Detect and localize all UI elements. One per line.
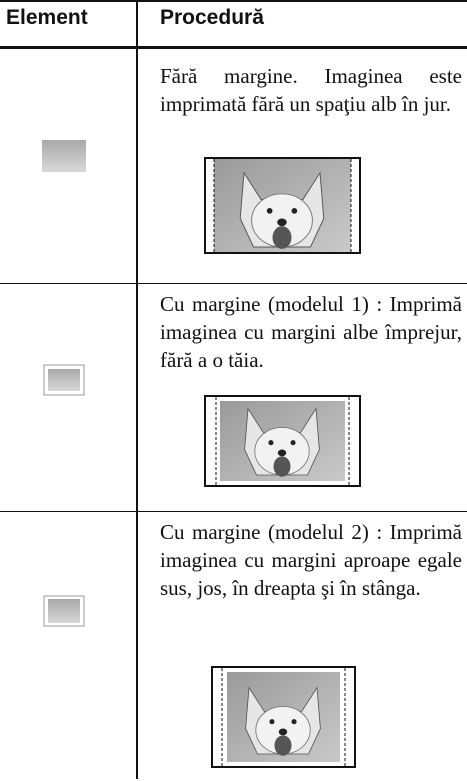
row-rule [0,283,467,284]
column-header: Element [6,6,88,29]
example-image [211,666,356,768]
top-rule [0,0,467,2]
example-image [204,157,361,254]
header-rule [0,46,467,49]
procedure-text: Cu margine (modelul 1) : Imprimă imagine… [160,292,462,372]
column-header: Procedură [160,6,264,29]
column-rule [136,0,138,779]
procedure-text: Fără margine. Imaginea este imprimată fă… [160,64,462,116]
procedure-text: Cu margine (modelul 2) : Imprimă imagine… [160,520,462,600]
icon [42,140,86,172]
icon [43,364,85,396]
example-image [204,395,361,487]
icon [43,595,85,627]
row-rule [0,511,467,512]
